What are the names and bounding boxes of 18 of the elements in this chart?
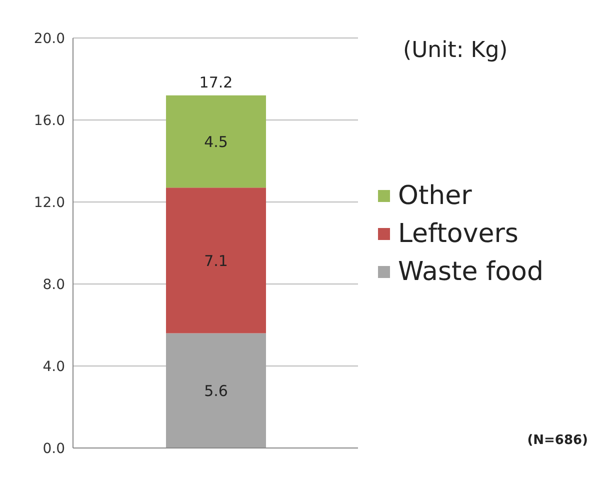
- y-tick-label: 20.0: [34, 30, 65, 47]
- legend-label: Other: [398, 181, 472, 211]
- legend-label: Leftovers: [398, 219, 518, 249]
- bar: [166, 333, 266, 448]
- y-tick-label: 8.0: [42, 276, 65, 293]
- y-tick-label: 4.0: [42, 358, 65, 375]
- text: (Unit: Kg): [403, 38, 508, 63]
- y-tick-label: 16.0: [34, 112, 65, 129]
- bar: [166, 188, 266, 334]
- y-tick-label: 12.0: [34, 194, 65, 211]
- bar: [166, 95, 266, 188]
- data-label: 5.6: [204, 382, 228, 400]
- y-tick-label: 0.0: [42, 440, 65, 457]
- legend-label: Waste food: [398, 257, 544, 287]
- data-label: 4.5: [204, 132, 228, 151]
- text: (N=686): [527, 433, 588, 448]
- total-label: 17.2: [199, 73, 233, 92]
- data-label: 7.1: [204, 252, 228, 270]
